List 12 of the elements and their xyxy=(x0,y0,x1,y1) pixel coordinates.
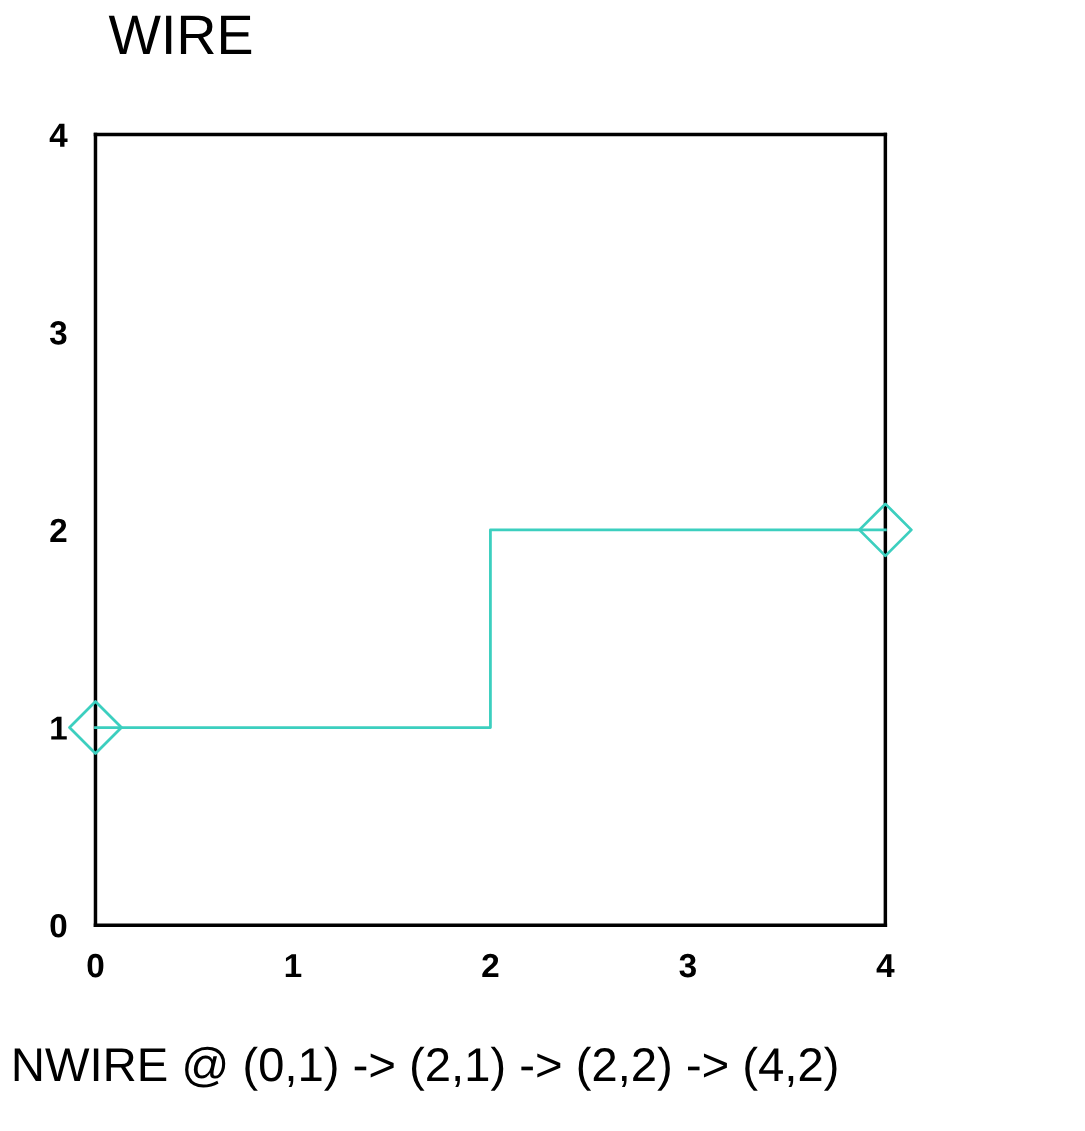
y-tick-label: 0 xyxy=(50,913,67,938)
y-tick-label: 1 xyxy=(51,716,67,740)
x-tick-label: 4 xyxy=(876,954,895,978)
y-tick-label: 4 xyxy=(49,123,68,147)
text: NWIRE @ (0,1) -> (2,1) -> (2,2) -> (4,2) xyxy=(14,1046,837,1091)
chart-title: WIRE xyxy=(108,15,252,54)
x-tick-label: 2 xyxy=(482,953,499,978)
x-tick-label: 3 xyxy=(679,953,696,978)
x-tick-label: 1 xyxy=(285,954,302,978)
y-tick-label: 2 xyxy=(50,518,67,542)
x-tick-label: 0 xyxy=(87,953,104,978)
y-tick-label: 3 xyxy=(49,321,67,345)
